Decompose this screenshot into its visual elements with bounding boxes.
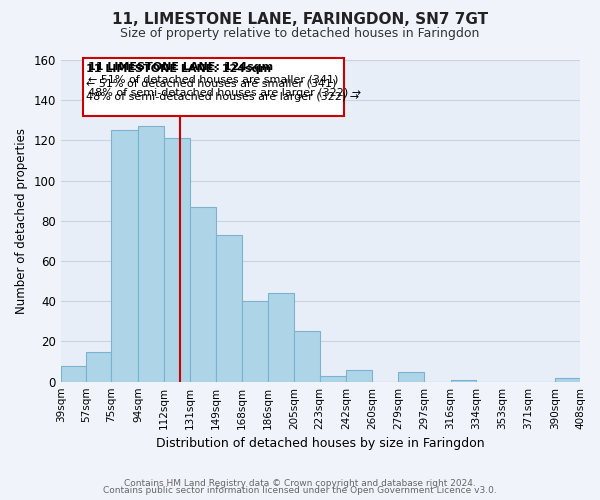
Text: Contains public sector information licensed under the Open Government Licence v3: Contains public sector information licen… [103, 486, 497, 495]
Text: 11, LIMESTONE LANE, FARINGDON, SN7 7GT: 11, LIMESTONE LANE, FARINGDON, SN7 7GT [112, 12, 488, 28]
Bar [346, 370, 372, 382]
Text: ← 51% of detached houses are smaller (341)
48% of semi-detached houses are large: ← 51% of detached houses are smaller (34… [86, 78, 359, 102]
Bar [295, 332, 320, 382]
Bar [164, 138, 190, 382]
Bar [242, 302, 268, 382]
Bar [190, 207, 215, 382]
Bar [61, 366, 86, 382]
Y-axis label: Number of detached properties: Number of detached properties [15, 128, 28, 314]
X-axis label: Distribution of detached houses by size in Faringdon: Distribution of detached houses by size … [156, 437, 485, 450]
Bar [86, 352, 112, 382]
Bar [112, 130, 138, 382]
Text: 11 LIMESTONE LANE: 124sqm: 11 LIMESTONE LANE: 124sqm [88, 62, 272, 72]
Bar [138, 126, 164, 382]
Bar [398, 372, 424, 382]
Bar [554, 378, 580, 382]
Text: ← 51% of detached houses are smaller (341)
48% of semi-detached houses are large: ← 51% of detached houses are smaller (34… [88, 74, 361, 98]
Bar [268, 293, 295, 382]
Text: Size of property relative to detached houses in Faringdon: Size of property relative to detached ho… [121, 28, 479, 40]
FancyBboxPatch shape [83, 58, 344, 116]
Bar [451, 380, 476, 382]
Bar [215, 235, 242, 382]
Text: Contains HM Land Registry data © Crown copyright and database right 2024.: Contains HM Land Registry data © Crown c… [124, 478, 476, 488]
Text: 11 LIMESTONE LANE: 124sqm: 11 LIMESTONE LANE: 124sqm [86, 64, 271, 74]
Bar [320, 376, 346, 382]
